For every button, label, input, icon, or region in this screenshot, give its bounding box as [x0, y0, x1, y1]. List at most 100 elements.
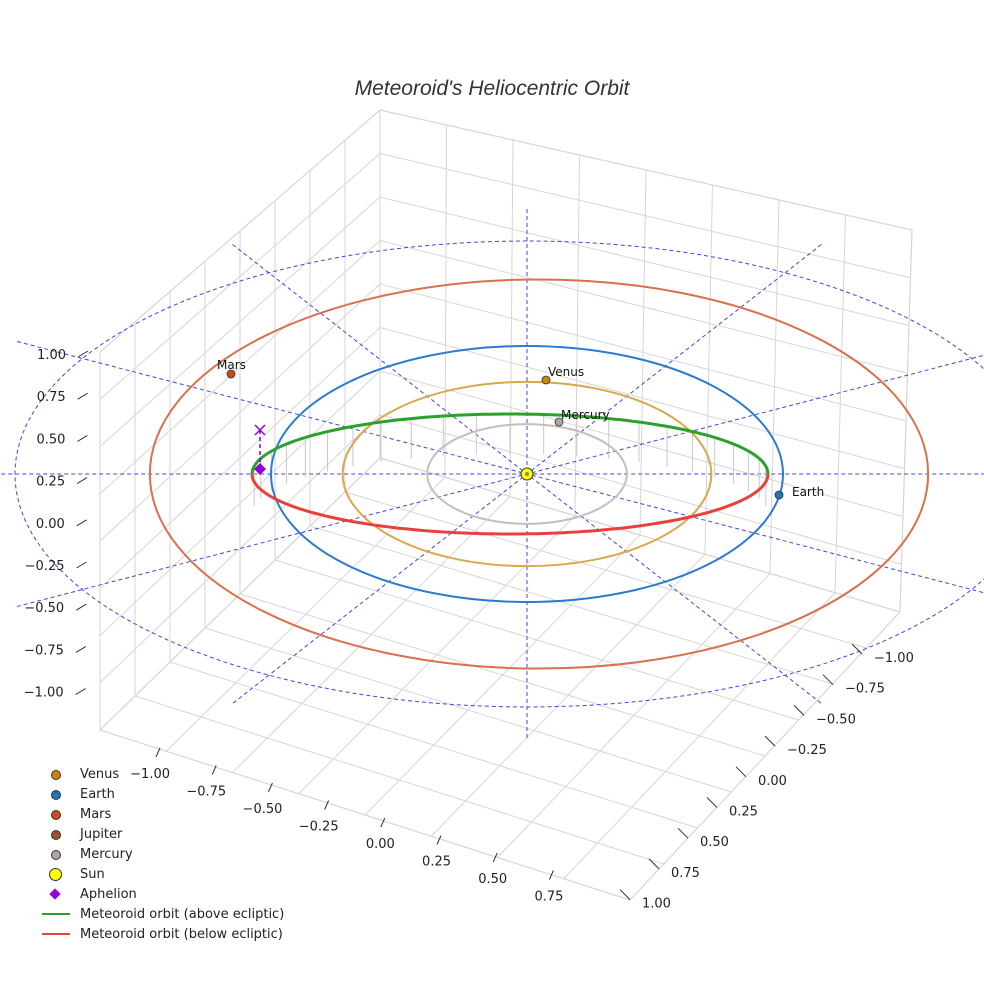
body-mercury	[554, 417, 564, 427]
aphelion-projection-marker	[254, 424, 266, 436]
floor-grid	[99, 457, 901, 901]
x-tick-mark	[324, 800, 330, 810]
z-tick-mark	[77, 350, 89, 358]
legend-label: Venus	[80, 766, 120, 782]
legend-label: Jupiter	[80, 826, 123, 842]
body-earth	[774, 490, 784, 500]
y-tick-label: 1.00	[642, 897, 671, 912]
legend-item-meteoroid-below: Meteoroid orbit (below ecliptic)	[38, 924, 284, 944]
y-tick-mark	[735, 766, 747, 778]
body-label-earth: Earth	[792, 485, 824, 499]
legend-label: Sun	[80, 866, 105, 882]
y-tick-label: −0.75	[845, 682, 885, 697]
x-tick-label: 0.75	[534, 890, 563, 905]
grid-line	[99, 370, 381, 636]
z-tick-mark	[76, 561, 87, 569]
y-tick-label: 0.75	[671, 866, 700, 881]
grid-line	[769, 199, 780, 574]
grid-line	[344, 491, 867, 649]
z-tick-mark	[75, 603, 87, 611]
body-label-venus: Venus	[548, 365, 584, 379]
x-tick-label: 0.25	[422, 855, 451, 870]
legend-swatch	[38, 764, 72, 784]
z-tick-label: −1.00	[24, 686, 64, 701]
x-tick-label: 0.50	[478, 872, 507, 887]
grid-line	[899, 229, 913, 613]
grid-line	[497, 573, 771, 858]
legend-swatch	[38, 804, 72, 824]
legend-swatch	[38, 784, 72, 804]
x-tick-label: 0.00	[366, 837, 395, 852]
legend-item-sun: Sun	[38, 864, 284, 884]
grid-line	[379, 327, 905, 470]
x-tick-mark	[267, 782, 273, 793]
z-tick-mark	[76, 519, 88, 527]
z-tick-label: −0.75	[24, 643, 64, 658]
legend-swatch	[38, 864, 72, 884]
legend-item-earth: Earth	[38, 784, 284, 804]
y-tick-mark	[619, 889, 631, 900]
x-tick-label: −0.25	[299, 820, 339, 835]
x-tick-label: −1.00	[130, 767, 170, 782]
y-tick-mark	[677, 827, 689, 839]
x-tick-mark	[492, 852, 498, 863]
y-tick-label: −0.25	[787, 743, 827, 758]
x-tick-mark	[380, 817, 386, 828]
chart-title: Meteoroid's Heliocentric Orbit	[355, 77, 631, 100]
z-tick-label: 1.00	[37, 348, 66, 363]
ecliptic-reference-grid	[0, 209, 984, 739]
legend-swatch	[38, 884, 72, 904]
grid-line	[364, 534, 641, 816]
y-tick-label: 0.25	[729, 805, 758, 820]
sun-center	[525, 472, 529, 476]
orbit-mars	[148, 278, 930, 670]
legend-swatch	[38, 924, 72, 944]
z-tick-mark	[76, 477, 88, 485]
grid-line	[834, 214, 846, 593]
legend-label: Earth	[80, 786, 115, 802]
body-label-mercury: Mercury	[561, 408, 610, 422]
legend: Venus Earth Mars Jupiter Mercury Sun Aphelion M…	[38, 764, 284, 944]
y-tick-mark	[851, 643, 863, 655]
z-tick-mark	[77, 434, 88, 442]
grid-line	[563, 592, 836, 880]
y-tick-label: 0.50	[700, 835, 729, 850]
tick-labels: 1.000.750.500.250.00−0.25−0.50−0.75−1.00…	[24, 348, 914, 912]
y-tick-label: −0.50	[816, 712, 856, 727]
grid-line	[430, 553, 706, 837]
grid-line	[629, 611, 901, 901]
z-tick-label: 0.25	[36, 475, 65, 490]
z-tick-mark	[77, 392, 88, 400]
x-tick-mark	[548, 870, 554, 880]
planet-orbits	[148, 278, 930, 670]
legend-label: Meteoroid orbit (above ecliptic)	[80, 906, 285, 922]
y-tick-mark	[706, 797, 718, 808]
y-tick-mark	[648, 858, 660, 870]
legend-swatch	[38, 824, 72, 844]
z-tick-label: 0.75	[37, 390, 66, 405]
y-tick-label: 0.00	[758, 774, 787, 789]
legend-item-mercury: Mercury	[38, 844, 284, 864]
y-tick-label: −1.00	[874, 651, 914, 666]
legend-item-meteoroid-above: Meteoroid orbit (above ecliptic)	[38, 904, 284, 924]
legend-label: Mars	[80, 806, 112, 822]
y-tick-mark	[793, 705, 805, 716]
x-tick-mark	[211, 765, 217, 775]
body-label-mars: Mars	[217, 358, 246, 372]
grid-line	[379, 414, 902, 565]
body-mars	[226, 369, 236, 379]
grid-line	[274, 559, 799, 721]
meteoroid-orbit	[250, 412, 770, 536]
grid-line	[639, 169, 647, 536]
legend-item-mars: Mars	[38, 804, 284, 824]
meteoroid-orbit-above	[250, 412, 770, 475]
z-tick-mark	[75, 688, 86, 696]
left-pane-grid	[99, 109, 381, 731]
legend-swatch	[38, 844, 72, 864]
orbit-mercury	[426, 423, 628, 525]
bodies: Venus Earth Mars Mercury	[217, 358, 824, 500]
z-tick-label: 0.50	[36, 432, 65, 447]
legend-label: Aphelion	[80, 886, 137, 902]
legend-item-jupiter: Jupiter	[38, 824, 284, 844]
